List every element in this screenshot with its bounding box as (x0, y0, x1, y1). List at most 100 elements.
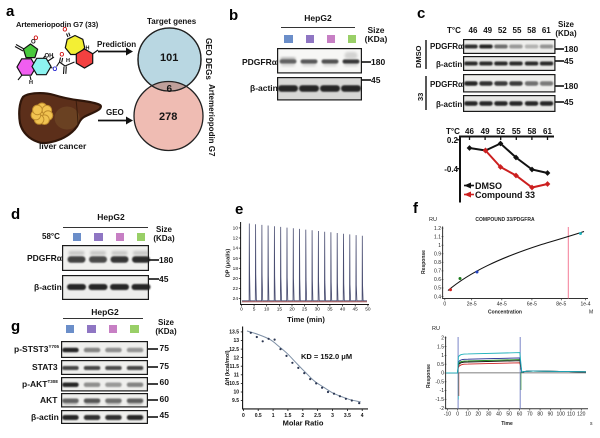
svg-text:M: M (589, 310, 593, 316)
svg-text:-0.4: -0.4 (444, 165, 458, 174)
svg-text:11.5: 11.5 (230, 364, 240, 370)
svg-text:RU: RU (432, 326, 440, 332)
svg-text:Compound 33: Compound 33 (475, 190, 535, 200)
svg-text:O: O (63, 28, 68, 34)
svg-text:40: 40 (340, 307, 346, 313)
svg-text:45: 45 (353, 307, 359, 313)
svg-text:0.4: 0.4 (434, 294, 441, 300)
svg-text:3.5: 3.5 (344, 413, 351, 419)
svg-text:O: O (31, 40, 36, 46)
svg-text:120: 120 (577, 412, 586, 418)
svg-text:1.2: 1.2 (434, 226, 441, 232)
svg-text:Response: Response (426, 364, 432, 388)
svg-text:-0.5: -0.5 (435, 379, 444, 385)
svg-text:5: 5 (253, 307, 256, 313)
svg-text:0.9: 0.9 (434, 252, 441, 258)
svg-text:4: 4 (361, 413, 364, 419)
svg-text:H: H (29, 80, 33, 86)
svg-text:0: 0 (240, 307, 243, 313)
svg-text:20: 20 (289, 307, 295, 313)
svg-text:1: 1 (441, 353, 444, 359)
svg-text:2: 2 (441, 336, 444, 342)
svg-text:24: 24 (233, 296, 239, 302)
svg-text:0: 0 (242, 413, 245, 419)
svg-text:30: 30 (315, 307, 321, 313)
svg-text:55: 55 (512, 127, 521, 136)
svg-text:10: 10 (233, 390, 239, 396)
svg-text:10: 10 (233, 226, 239, 232)
svg-text:15: 15 (277, 307, 283, 313)
svg-text:18: 18 (233, 266, 239, 272)
svg-text:40: 40 (496, 412, 502, 418)
svg-text:0.5: 0.5 (437, 362, 444, 368)
svg-text:OH: OH (45, 54, 54, 60)
svg-text:2e-5: 2e-5 (467, 302, 477, 308)
svg-text:1.1: 1.1 (434, 234, 441, 240)
svg-text:0.6: 0.6 (434, 277, 441, 283)
svg-text:1e-4: 1e-4 (580, 302, 590, 308)
svg-text:8e-5: 8e-5 (556, 302, 566, 308)
svg-text:49: 49 (481, 127, 490, 136)
svg-text:0.2: 0.2 (447, 136, 459, 145)
svg-text:H: H (66, 58, 70, 64)
svg-text:50: 50 (365, 307, 371, 313)
svg-text:-1.5: -1.5 (435, 397, 444, 403)
svg-text:0.5: 0.5 (255, 413, 262, 419)
svg-text:100: 100 (557, 412, 566, 418)
svg-text:2.5: 2.5 (314, 413, 321, 419)
svg-text:30: 30 (486, 412, 492, 418)
svg-text:Molar Ratio: Molar Ratio (283, 419, 324, 428)
svg-text:20: 20 (233, 276, 239, 282)
svg-text:-10: -10 (444, 412, 451, 418)
svg-text:H: H (86, 46, 90, 52)
svg-text:1: 1 (438, 243, 441, 249)
svg-text:16: 16 (233, 256, 239, 262)
svg-text:1.5: 1.5 (284, 413, 291, 419)
svg-text:46: 46 (465, 127, 474, 136)
svg-text:s: s (590, 421, 593, 427)
svg-text:90: 90 (548, 412, 554, 418)
svg-text:Response: Response (421, 250, 427, 274)
svg-text:14: 14 (233, 246, 239, 252)
svg-text:11: 11 (234, 373, 240, 379)
svg-text:T°C: T°C (446, 127, 460, 136)
svg-text:52: 52 (496, 127, 505, 136)
svg-text:1: 1 (272, 413, 275, 419)
svg-text:COMPOUND 33/PDGFRA: COMPOUND 33/PDGFRA (475, 217, 535, 223)
svg-text:DP (μcal/s): DP (μcal/s) (226, 249, 232, 277)
svg-text:Time (min): Time (min) (287, 315, 325, 324)
svg-text:61: 61 (543, 127, 552, 136)
svg-text:RU: RU (429, 217, 437, 223)
svg-text:13.5: 13.5 (229, 330, 239, 336)
svg-text:3: 3 (331, 413, 334, 419)
svg-text:DMSO: DMSO (475, 181, 502, 191)
svg-text:O: O (53, 67, 58, 73)
svg-text:10: 10 (465, 412, 471, 418)
svg-text:ΔH (kcal/mol): ΔH (kcal/mol) (225, 350, 231, 385)
svg-text:O: O (60, 53, 65, 59)
svg-text:12.5: 12.5 (229, 347, 239, 353)
svg-text:25: 25 (302, 307, 308, 313)
svg-text:20: 20 (476, 412, 482, 418)
svg-text:2: 2 (301, 413, 304, 419)
svg-text:-2: -2 (440, 406, 445, 412)
svg-text:60: 60 (517, 412, 523, 418)
svg-text:0: 0 (443, 302, 446, 308)
svg-text:10.5: 10.5 (229, 381, 239, 387)
svg-text:Time: Time (501, 421, 513, 427)
svg-text:0: 0 (441, 371, 444, 377)
svg-text:22: 22 (233, 286, 239, 292)
svg-text:80: 80 (537, 412, 543, 418)
svg-text:6e-5: 6e-5 (527, 302, 537, 308)
svg-text:13: 13 (233, 338, 239, 344)
svg-text:10: 10 (264, 307, 270, 313)
svg-text:58: 58 (527, 127, 536, 136)
svg-text:4e-5: 4e-5 (497, 302, 507, 308)
svg-text:0.8: 0.8 (434, 260, 441, 266)
svg-text:1.5: 1.5 (437, 344, 444, 350)
svg-text:0: 0 (456, 412, 459, 418)
svg-text:12: 12 (233, 355, 239, 361)
svg-text:70: 70 (527, 412, 533, 418)
svg-text:-1: -1 (440, 388, 445, 394)
svg-text:35: 35 (327, 307, 333, 313)
